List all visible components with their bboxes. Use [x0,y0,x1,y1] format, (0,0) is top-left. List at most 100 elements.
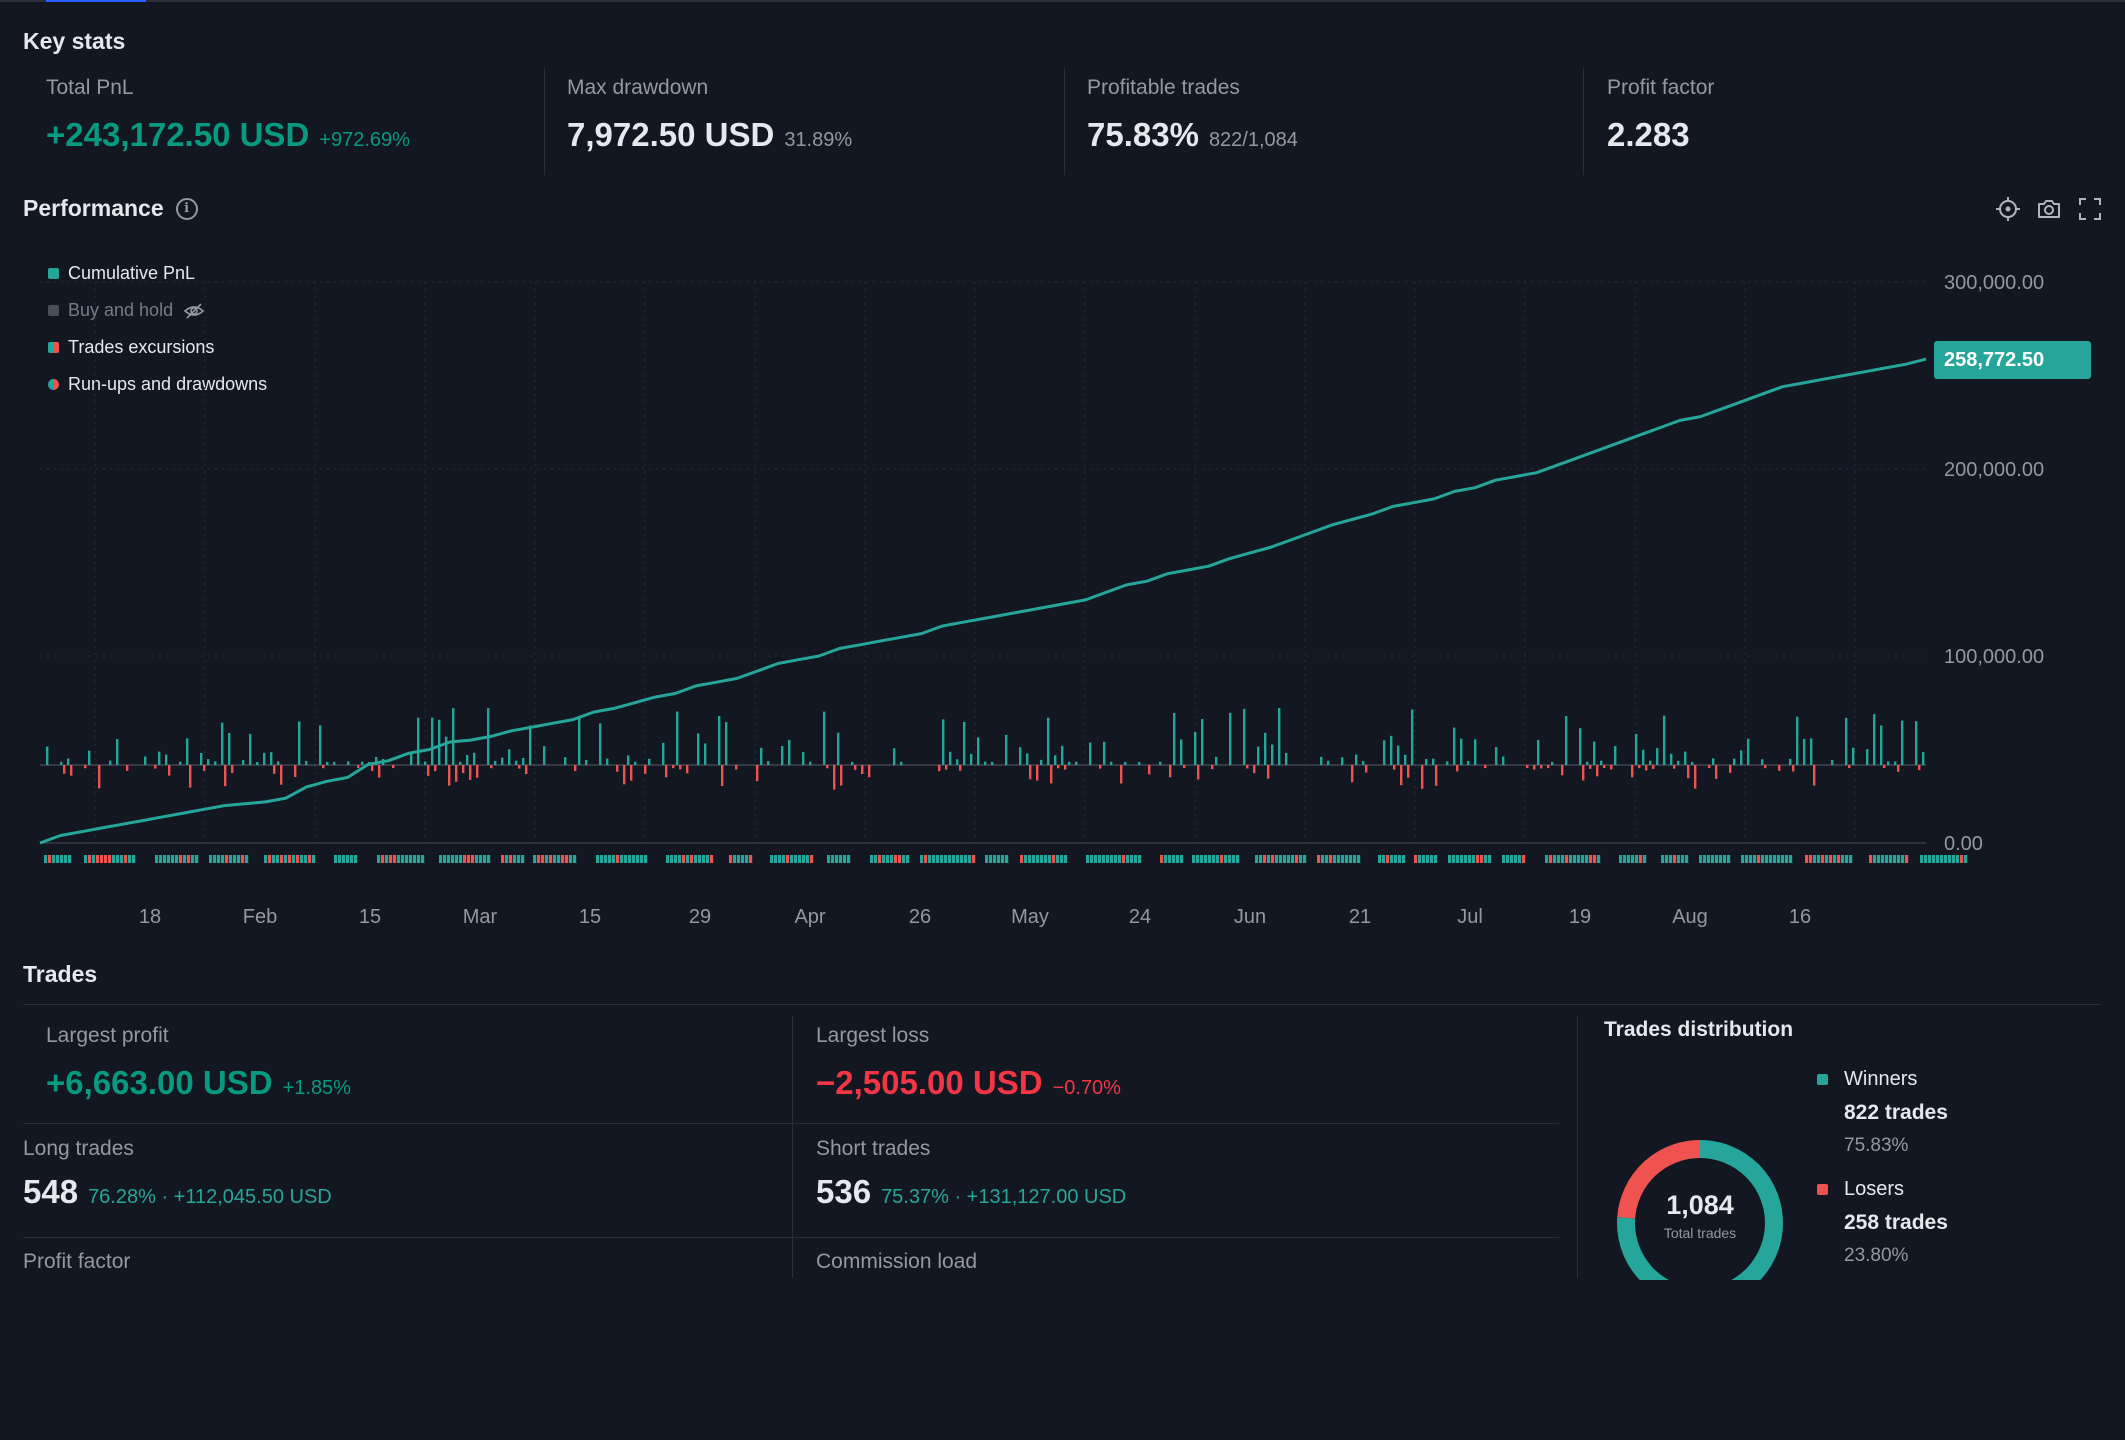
trade-strip-mark [710,855,714,863]
stat-value: 548 [23,1173,79,1210]
trade-strip-mark [1897,855,1901,863]
excursion-bar-down [672,765,675,769]
excursion-bar-up [1201,719,1204,765]
excursion-bar-up [1831,759,1834,765]
excursion-bar-down [1246,765,1249,769]
legend-swatch [48,305,59,316]
stat-label: Commission load [816,1250,978,1273]
stat-label: Profitable trades [1087,76,1240,99]
excursion-bar-down [854,765,857,770]
trade-strip-mark [1565,855,1569,863]
trade-strip-mark [1873,855,1877,863]
legend-buy-and-hold[interactable]: Buy and hold [48,292,267,329]
stat-sub: 822/1,084 [1208,129,1298,151]
trade-strip-mark [195,855,199,863]
excursion-bar-down [434,765,437,772]
stat-sub: +972.69% [319,129,410,151]
trade-strip-mark [1837,855,1841,863]
excursion-bar-up [984,761,987,765]
trade-strip-mark [964,855,968,863]
excursion-bar-up [956,759,959,765]
trade-strip-mark [1476,855,1480,863]
trade-strip-mark [972,855,976,863]
excursion-bar-down [63,765,66,774]
trade-strip-mark [1549,855,1553,863]
legend-trades-excursions[interactable]: Trades excursions [48,329,267,366]
trade-strip-mark [1577,855,1581,863]
excursion-bar-up [1677,760,1680,765]
excursion-bar-down [1148,765,1151,775]
excursion-bar-up [1733,758,1736,765]
trade-strip-mark [682,855,686,863]
trade-strip-mark [686,855,690,863]
excursion-bar-down [1120,765,1123,784]
excursion-bar-up [375,756,378,765]
trade-strip-mark [1176,855,1180,863]
trade-strip-mark [690,855,694,863]
trade-strip-mark [997,855,1001,863]
excursion-bar-up [1159,761,1162,765]
excursion-bar-up [1537,740,1540,765]
x-tick-label: 16 [1789,906,1811,928]
trade-strip-mark [878,855,882,863]
trade-strip-mark [1635,855,1639,863]
trade-strip-mark [1956,855,1960,863]
trade-strip-mark [733,855,737,863]
donut-total: 1,084 [1666,1190,1734,1220]
x-tick-label: Jun [1234,906,1266,928]
excursion-bar-up [1243,708,1246,765]
stat-divider [1583,68,1584,175]
trade-strip-mark [537,855,541,863]
trade-strip-mark [1291,855,1295,863]
trade-strip-mark [338,855,342,863]
excursion-bar-up [445,736,448,765]
trade-strip-mark [1005,855,1009,863]
fullscreen-icon[interactable] [2076,195,2104,223]
crosshair-icon[interactable] [1994,195,2022,223]
trade-strip-mark [1130,855,1134,863]
excursion-bar-up [1341,757,1344,765]
stat-value: +6,663.00 USD [46,1064,273,1101]
trade-strip-mark [644,855,648,863]
excursion-bar-up [1579,728,1582,765]
trade-strip-mark [1138,855,1142,863]
trade-strip-mark [906,855,910,863]
excursion-bar-down [1715,765,1718,779]
x-tick-label: Apr [794,906,825,928]
excursion-bar-down [833,765,836,790]
legend-cumulative-pnl[interactable]: Cumulative PnL [48,255,267,292]
excursion-bar-down [1729,765,1732,773]
trade-strip-mark [175,855,179,863]
trade-strip-mark [1464,855,1468,863]
trade-strip-mark [624,855,628,863]
excursion-bar-up [1453,727,1456,765]
key-stats-title: Key stats [23,28,126,54]
excursion-bar-down [294,765,297,777]
excursion-bar-up [242,760,245,765]
stat-label: Short trades [816,1137,931,1160]
excursion-bar-down [826,765,829,769]
trade-strip-mark [1263,855,1267,863]
excursion-bar-down [168,765,171,776]
trade-strip-mark [1597,855,1601,863]
excursion-bar-up [1600,760,1603,765]
trade-strip-mark [608,855,612,863]
camera-icon[interactable] [2035,195,2063,223]
trade-strip-mark [956,855,960,863]
legend-run-ups-drawdowns[interactable]: Run-ups and drawdowns [48,366,267,403]
stat-value: 75.83% [1087,116,1199,153]
donut-losers-slice[interactable] [1617,1140,1783,1306]
x-tick-label: May [1011,906,1049,928]
trade-strip-mark [1402,855,1406,863]
trade-strip-mark [272,855,276,863]
excursion-bar-up [1712,758,1715,765]
trade-strip-mark [1741,855,1745,863]
trade-strip-mark [940,855,944,863]
excursion-bar-up [963,721,966,765]
eye-hidden-icon[interactable] [183,302,205,320]
performance-chart[interactable]: 300,000.00 200,000.00 100,000.00 0.00 18 Feb 1… [0,250,2125,930]
excursion-bar-up [1355,754,1358,765]
largest-profit: Largest profit +6,663.00 USD +1.85% [46,1024,351,1102]
excursion-bar-down [378,765,381,778]
info-icon[interactable]: i [175,197,198,220]
